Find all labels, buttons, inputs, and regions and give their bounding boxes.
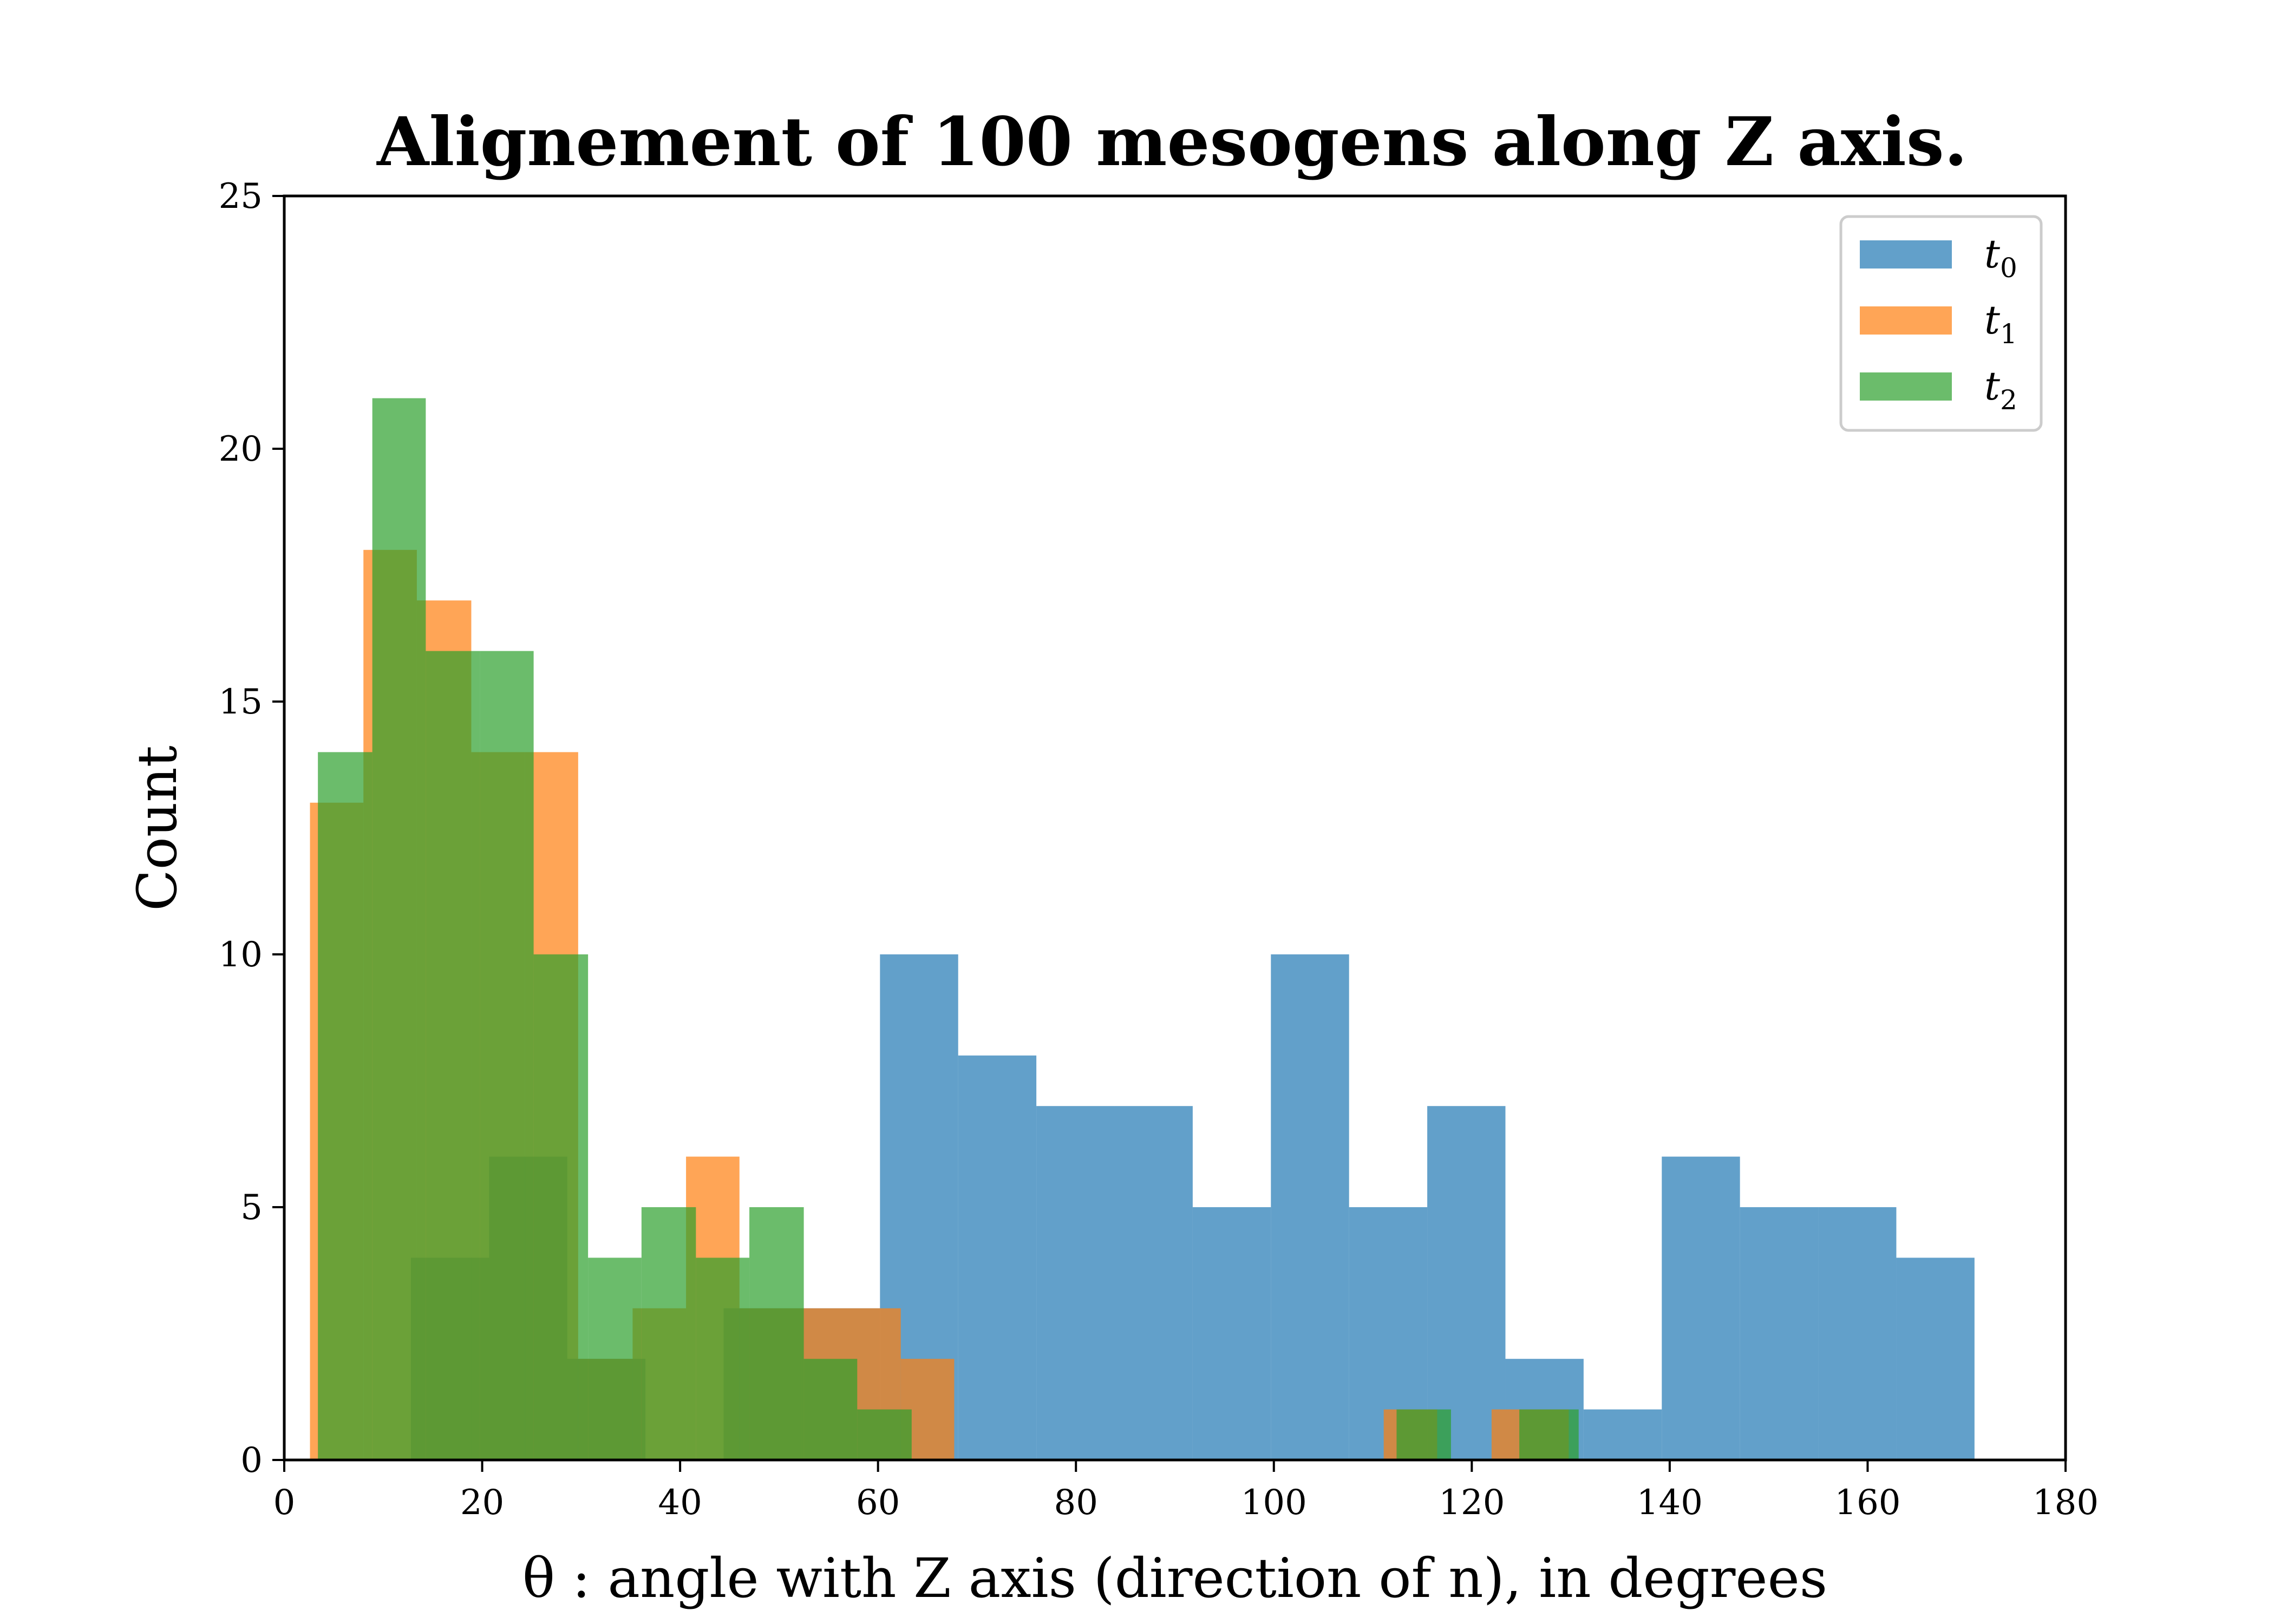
bar-t0-8 [1036,1106,1115,1460]
chart-title: Alignement of 100 mesogens along Z axis. [376,103,1968,181]
series-t2 [318,398,1579,1460]
y-axis-ticks: 0 5 10 15 20 25 [219,176,284,1481]
bar-t2-10 [857,1409,912,1460]
bar-t1-22 [1491,1409,1517,1460]
bar-t0-15 [1583,1409,1662,1460]
bar-t2-4 [533,954,589,1460]
legend-label-t1: t1 [1984,297,2017,350]
bar-t2-7 [696,1258,750,1460]
legend-swatch-t0 [1860,240,1952,269]
x-tick-label-5: 100 [1241,1483,1307,1523]
y-axis-label: Count [126,745,189,911]
x-axis-ticks: 0 20 40 60 80 100 120 140 160 180 [273,1460,2099,1523]
bar-t2-3 [480,651,534,1460]
x-tick-label-1: 20 [460,1483,504,1523]
bar-t2-5 [588,1258,642,1460]
x-tick-label-4: 80 [1054,1483,1098,1523]
bar-t2-2 [426,651,480,1460]
y-tick-label-0: 0 [240,1440,263,1481]
x-tick-label-6: 120 [1439,1483,1505,1523]
bar-t2-1 [372,398,426,1460]
y-tick-label-1: 5 [240,1188,263,1228]
legend-swatch-t1 [1860,306,1952,335]
bars-layer [310,398,1975,1460]
bar-t0-7 [958,1055,1037,1460]
y-tick-label-5: 25 [219,176,263,217]
x-tick-label-3: 60 [856,1483,900,1523]
y-tick-label-2: 10 [219,935,263,975]
bar-t2-23 [1519,1409,1579,1460]
legend-label-t2: t2 [1984,363,2017,416]
y-tick-label-4: 20 [219,429,263,469]
bar-t0-10 [1192,1207,1271,1460]
bar-t2-6 [641,1207,696,1460]
bar-t0-17 [1740,1207,1819,1460]
x-tick-label-0: 0 [273,1483,296,1523]
bar-t0-9 [1114,1106,1193,1460]
legend-label-t0: t0 [1984,231,2017,284]
x-tick-label-7: 140 [1637,1483,1703,1523]
legend: t0 t1 t2 [1839,215,2043,432]
x-tick-label-2: 40 [658,1483,702,1523]
x-tick-label-9: 180 [2033,1483,2099,1523]
bar-t2-0 [318,752,373,1460]
bar-t0-19 [1896,1258,1975,1460]
bar-t2-8 [749,1207,804,1460]
bar-t2-20 [1396,1409,1451,1460]
bar-t0-18 [1818,1207,1897,1460]
x-tick-label-8: 160 [1834,1483,1900,1523]
x-axis-label: θ : angle with Z axis (direction of n), … [522,1547,1827,1610]
bar-t0-11 [1271,954,1349,1460]
bar-t0-13 [1427,1106,1506,1460]
bar-t0-16 [1662,1156,1740,1460]
y-tick-label-3: 15 [219,682,263,722]
bar-t2-9 [803,1359,858,1460]
legend-swatch-t2 [1860,372,1952,401]
plot-frame [283,194,2067,1462]
